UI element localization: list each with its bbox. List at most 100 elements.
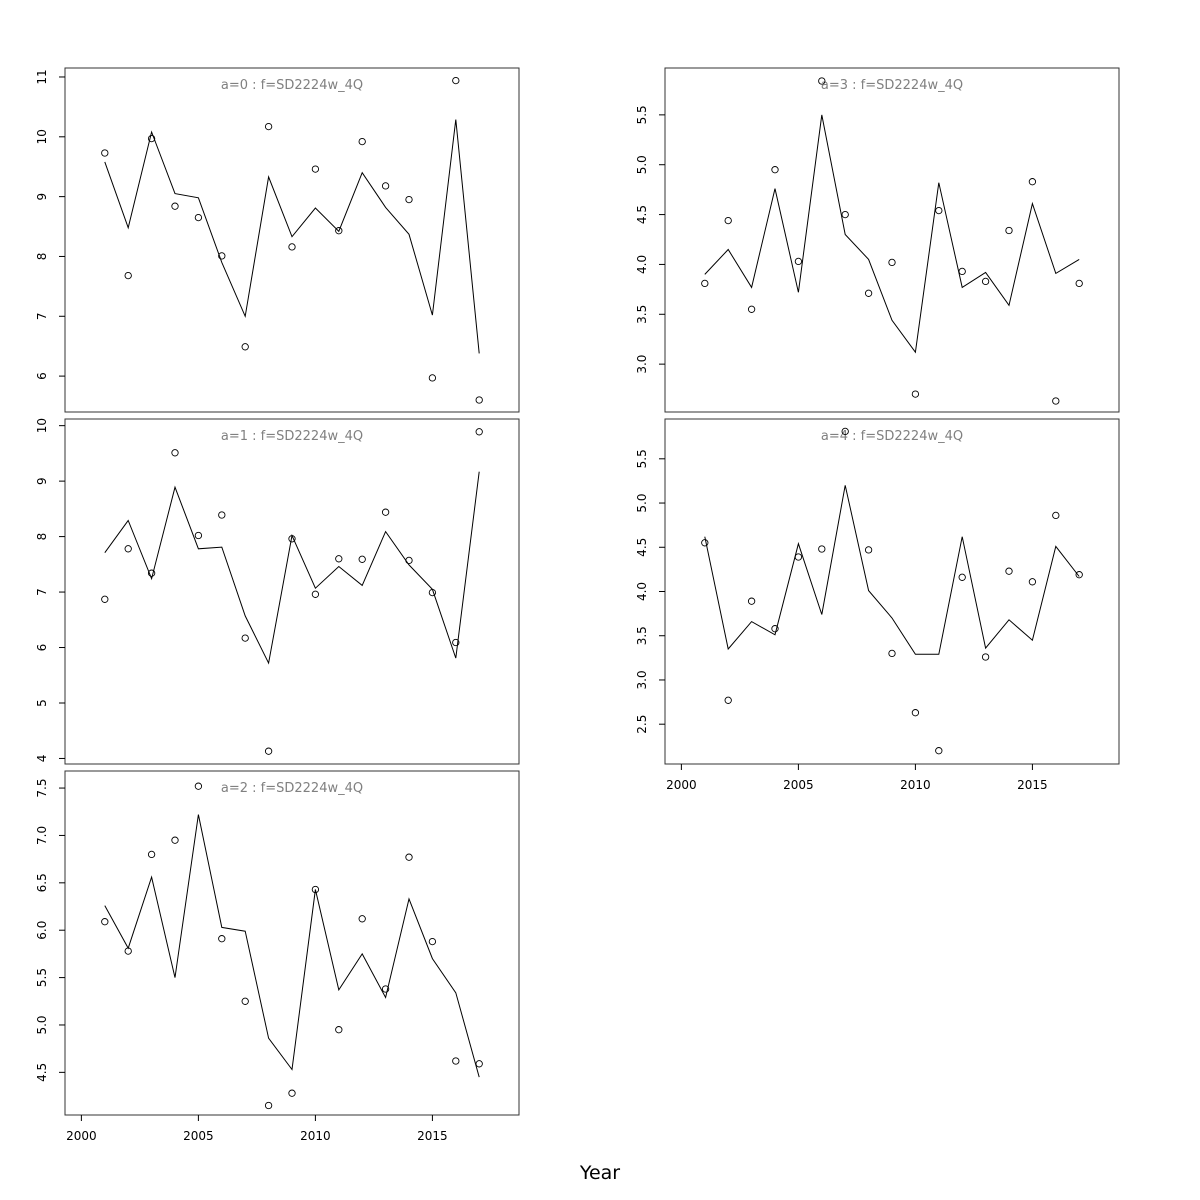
observed-point <box>701 279 709 288</box>
observed-point <box>241 634 249 642</box>
observed-point <box>358 915 366 923</box>
observed-point <box>311 590 320 598</box>
fitted-line <box>704 485 1080 655</box>
observed-point <box>124 545 132 553</box>
observed-point <box>335 1026 343 1034</box>
observed-point <box>218 935 226 943</box>
observed-point <box>475 1060 483 1068</box>
observed-point <box>405 853 413 861</box>
panel-title: a=1 : f=SD2224w_4Q <box>221 429 363 444</box>
observed-point <box>771 625 779 633</box>
observed-point <box>194 213 203 222</box>
x-axis-title: Year <box>579 1162 620 1184</box>
y-tick-label: 6.5 <box>35 873 49 892</box>
y-tick-label: 5 <box>35 699 49 707</box>
observed-point <box>935 747 943 755</box>
fitted-line <box>104 119 480 354</box>
y-tick-label: 5.5 <box>635 449 649 468</box>
fitted-line <box>704 114 1080 354</box>
observed-point <box>888 649 896 658</box>
panel-title: a=0 : f=SD2224w_4Q <box>221 78 363 93</box>
y-tick-label: 4.0 <box>635 255 649 274</box>
x-tick-label: 2015 <box>1017 778 1048 792</box>
y-tick-label: 9 <box>35 477 49 485</box>
observed-point <box>428 588 437 597</box>
observed-point <box>311 885 320 894</box>
observed-point <box>218 252 226 260</box>
x-tick-label: 2015 <box>417 1129 448 1143</box>
observed-point <box>241 343 249 351</box>
y-tick-label: 5.0 <box>35 1015 49 1034</box>
observed-point <box>218 511 226 519</box>
y-tick-label: 6 <box>35 372 49 380</box>
x-tick-label: 2005 <box>783 778 814 792</box>
fitted-line <box>104 814 480 1078</box>
panel-frame <box>64 418 520 765</box>
observed-point <box>452 638 460 647</box>
panel-1: a=1 : f=SD2224w_4Q 4 5 6 7 8 9 10 <box>35 418 520 765</box>
observed-point <box>147 850 156 859</box>
y-tick-label: 10 <box>35 418 49 433</box>
observed-point <box>381 985 390 993</box>
y-tick-label: 7.0 <box>35 826 49 845</box>
observed-point <box>818 545 826 553</box>
observed-point <box>101 595 109 603</box>
observed-point <box>264 747 273 755</box>
observed-point <box>288 535 296 543</box>
observed-point <box>171 202 179 210</box>
y-tick-label: 6.0 <box>35 921 49 940</box>
observed-point <box>428 937 437 946</box>
observed-point <box>1028 178 1037 186</box>
y-tick-label: 8 <box>35 533 49 541</box>
observed-point <box>171 449 179 457</box>
observed-point <box>958 267 966 276</box>
observed-point <box>794 553 803 561</box>
panel-frame <box>664 67 1120 413</box>
y-tick-label: 4.0 <box>635 582 649 601</box>
x-tick-label: 2005 <box>183 1129 214 1143</box>
observed-point <box>264 1101 273 1110</box>
observed-point <box>124 947 132 955</box>
y-tick-label: 3.0 <box>635 355 649 374</box>
y-tick-label: 11 <box>35 69 49 84</box>
x-tick-label: 2010 <box>300 1129 331 1143</box>
y-tick-label: 10 <box>35 129 49 144</box>
observed-point <box>747 597 756 605</box>
observed-point <box>724 696 732 704</box>
y-tick-label: 2.5 <box>635 715 649 734</box>
observed-point <box>841 210 849 219</box>
observed-point <box>1075 279 1083 288</box>
observed-point <box>452 1057 460 1065</box>
panel-2: a=2 : f=SD2224w_4Q 4.5 5.0 5.5 6.0 6.5 7.0 7.5 2… <box>35 770 520 1143</box>
observed-point <box>288 1089 296 1097</box>
observed-point <box>335 227 343 235</box>
fitted-line <box>104 471 480 665</box>
observed-point <box>1052 397 1060 405</box>
y-tick-label: 7 <box>35 312 49 320</box>
observed-point <box>981 277 990 286</box>
observed-point <box>101 918 109 926</box>
observed-point <box>981 653 990 661</box>
observed-point <box>475 396 483 404</box>
observed-point <box>1005 567 1013 575</box>
observed-point <box>958 573 966 581</box>
y-tick-label: 7 <box>35 588 49 596</box>
observed-point <box>405 556 413 565</box>
y-tick-label: 5.5 <box>35 968 49 987</box>
y-tick-label: 3.5 <box>635 305 649 324</box>
observed-point <box>864 546 873 554</box>
y-tick-label: 7.5 <box>35 779 49 798</box>
panel-title: a=2 : f=SD2224w_4Q <box>221 781 363 796</box>
observed-point <box>358 555 366 563</box>
observed-point <box>1052 511 1060 520</box>
observed-point <box>241 997 249 1005</box>
observed-point <box>358 137 366 146</box>
y-tick-label: 3.5 <box>635 626 649 645</box>
observed-point <box>147 569 156 577</box>
observed-point <box>724 216 732 225</box>
panels: a=0 : f=SD2224w_4Q 6 7 8 9 10 11 a=1 : f=SD2224… <box>35 67 1120 1143</box>
y-tick-label: 5.5 <box>635 105 649 124</box>
observed-point <box>935 206 943 215</box>
y-tick-label: 8 <box>35 253 49 261</box>
